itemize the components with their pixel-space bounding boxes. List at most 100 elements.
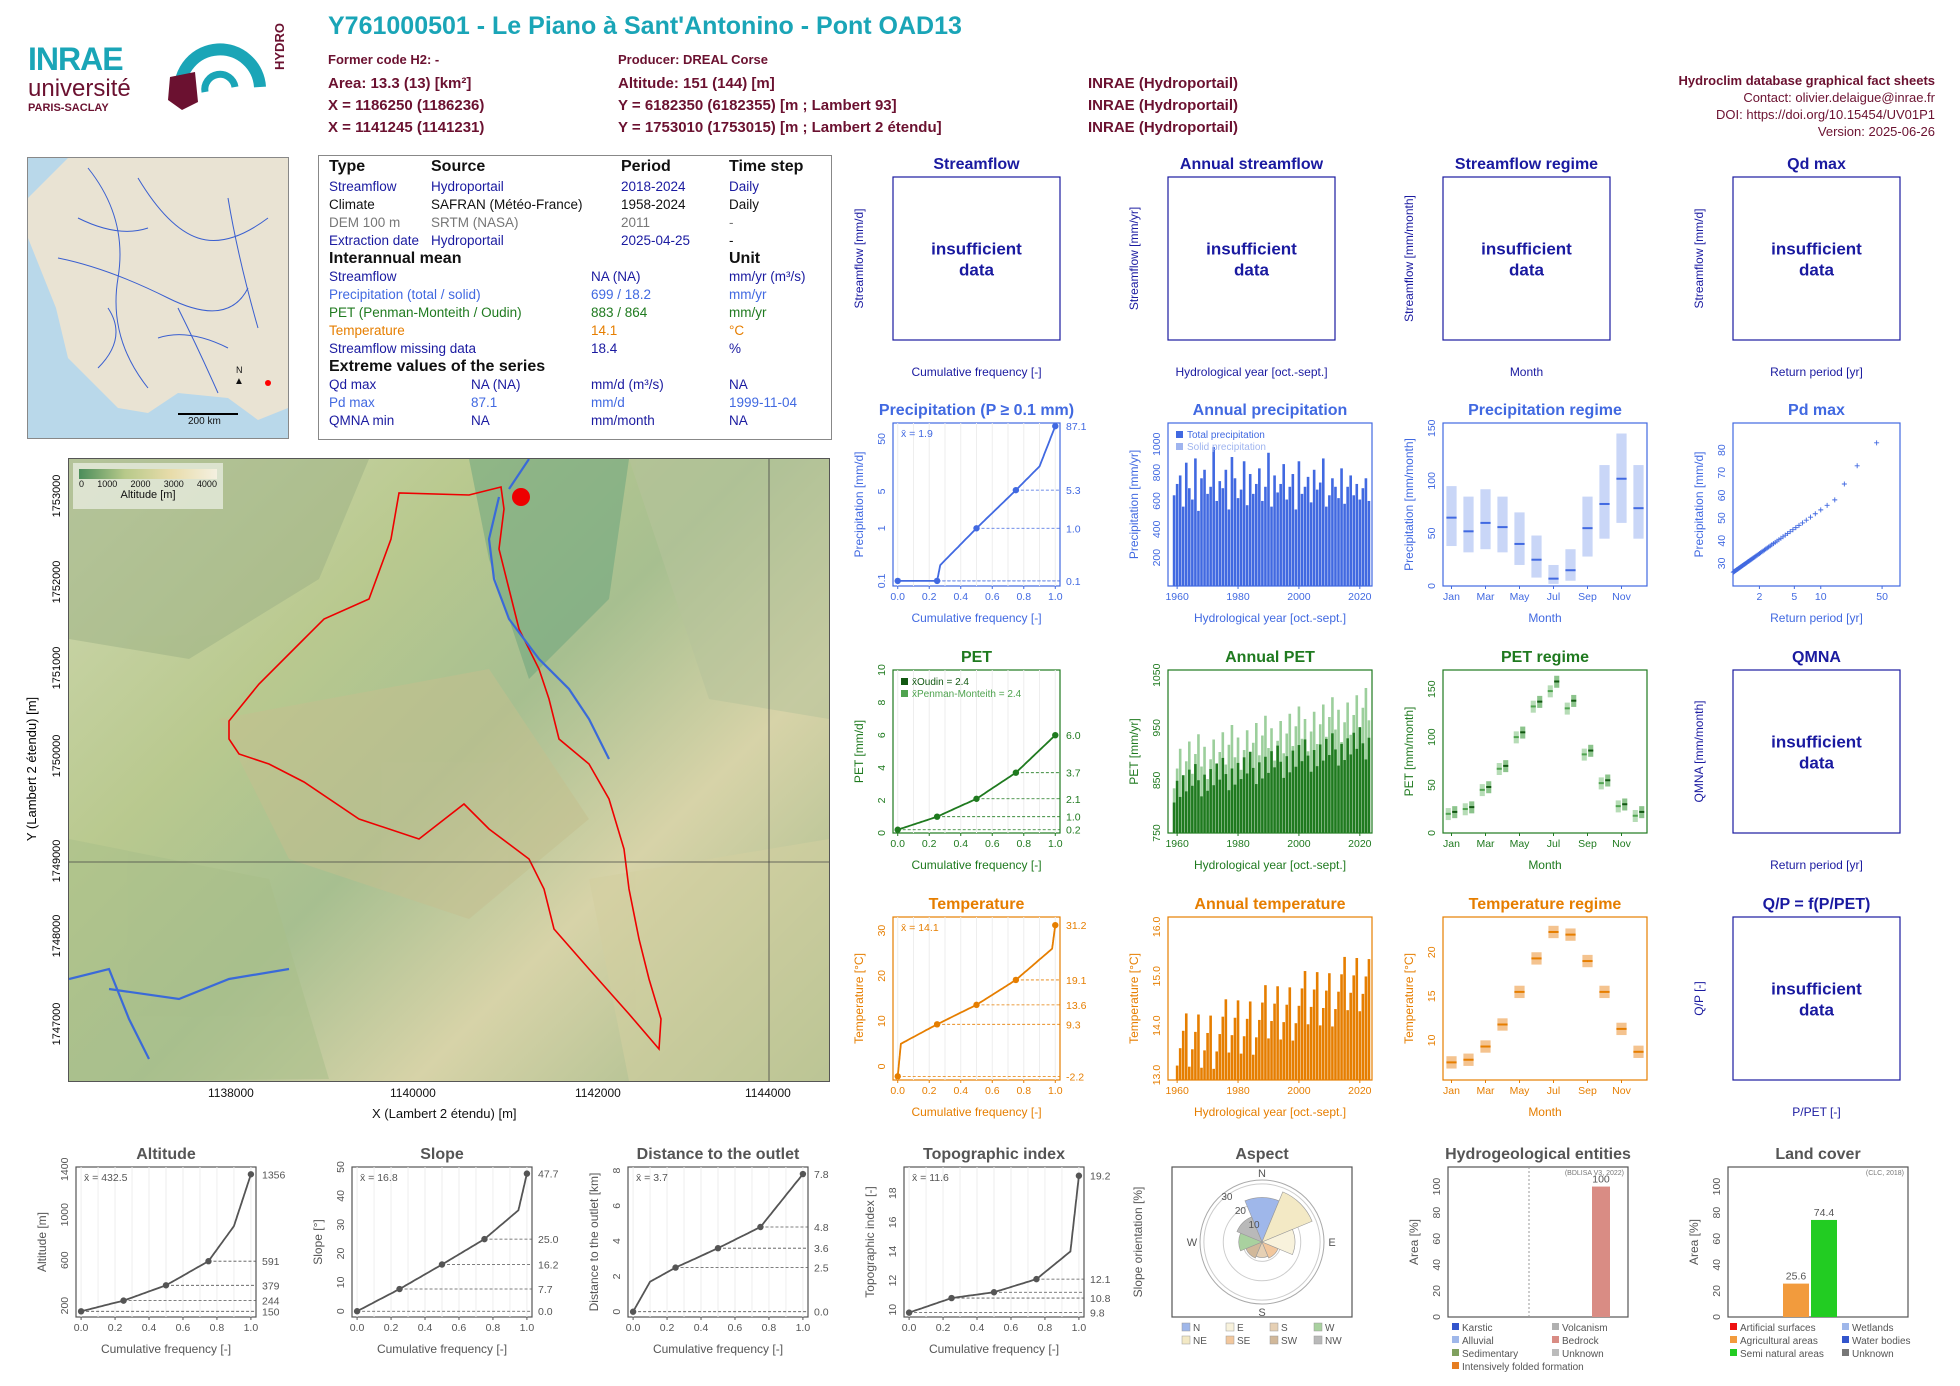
annual-precip-bar-47 [1315,489,1319,586]
qp-ylabel: Q/P [-] [1692,981,1706,1015]
hydrogeology-legend-2: Sedimentary [1462,1349,1518,1360]
aspect-sector-E [1261,1229,1296,1255]
qp-chart: Q/P = f(P/PET) P/PET [-] Q/P [-] insufficie… [1692,896,1901,1119]
contact[interactable]: Contact: olivier.delaigue@inrae.fr [1743,90,1935,105]
distance_cdf-xlabel: Cumulative frequency [-] [653,1342,783,1356]
annual-temp-bar-46 [1312,989,1316,1080]
altitude-colorbar [79,469,217,479]
annual-temp-bar-5 [1188,1066,1191,1080]
land-cover-bar-0 [1783,1283,1809,1317]
aspect-legend-swatch-0 [1181,1322,1191,1332]
annual-temp-bar-38 [1288,987,1292,1080]
pd_max-ytick-0: 30 [1716,557,1728,569]
pet_cdf-marker-3 [1012,769,1020,776]
precip_regime-ytick-0: 0 [1426,583,1438,589]
doi[interactable]: DOI: https://doi.org/10.15454/UV01P1 [1716,107,1935,122]
annual_streamflow-frame [1167,176,1336,341]
precip_cdf-ylabel: Precipitation [mm/d] [852,451,866,557]
precip_regime-ytick-1: 50 [1426,527,1438,539]
annual-pet-oudin-bar-47 [1315,766,1319,833]
topo_cdf-rtick-0: 19.2 [1090,1171,1111,1183]
annual-pet-oudin-bar-58 [1349,754,1352,833]
annual-precip-bar-37 [1285,499,1289,586]
pet_regime-xtick-0: Jan [1443,838,1460,850]
inrae-logo: INRAE université PARIS-SACLAY [28,42,148,122]
row-climate-source: SAFRAN (Météo-France) [431,197,583,212]
mean-precip-label: Precipitation (total / solid) [329,287,481,302]
annual-precip-bar-44 [1306,476,1310,586]
land-cover-legend-0: Artificial surfaces [1740,1323,1816,1334]
precip_regime-xtick-0: Jan [1443,591,1460,603]
alt-tick-1: 1000 [97,479,118,489]
precip_cdf-rtick-3: 0.1 [1066,576,1081,588]
pet-cdf-legend-swatch-1 [901,690,908,697]
pet_cdf-rtick-3: 1.0 [1066,812,1081,824]
topo_cdf-marker-3 [1033,1275,1040,1283]
pet_regime-ytick-1: 50 [1426,779,1438,791]
precip_cdf-marker-4 [1052,422,1059,430]
annual-temp-bar-52 [1331,1026,1334,1080]
france-map-svg [28,158,288,420]
distance_cdf-ytick-4: 8 [611,1167,623,1173]
alt-tick-4: 4000 [196,479,217,489]
hydro-wordmark: HYDRO [272,23,287,70]
basin-map-ytick-0: 1753000 [51,475,63,518]
annual-pet-oudin-bar-29 [1261,778,1264,833]
lambert2-source: INRAE (Hydroportail) [1088,119,1238,136]
annual-precip-bar-22 [1239,489,1243,586]
distance_cdf-marker-0 [629,1308,637,1315]
altitude_cdf-xtick-0: 0.0 [74,1322,89,1334]
precip-regime-box-1 [1463,496,1474,553]
annual-precip-legend-swatch-0 [1176,431,1183,438]
topo_cdf-xtick-4: 0.8 [1038,1322,1053,1334]
mean-precip-unit: mm/yr [729,287,767,302]
aspect-ring-label-1: 20 [1235,1206,1247,1217]
precip_cdf-mean: x̄ = 1.9 [901,428,933,440]
pet_cdf-ylabel: PET [mm/d] [852,720,866,783]
annual-temp-bar-23 [1242,1036,1246,1080]
annual-temp-bar-6 [1191,1049,1194,1080]
topo_cdf-mean: x̄ = 11.6 [912,1172,949,1184]
th-timestep: Time step [729,158,804,175]
precip_cdf-xtick-1: 0.2 [922,591,937,603]
annual-pet-oudin-bar-5 [1188,769,1191,833]
alt-tick-0: 0 [79,479,85,489]
precip-regime-box-0 [1446,486,1457,547]
pet_cdf-xtick-1: 0.2 [922,838,937,850]
slope_cdf-marker-4 [523,1170,531,1177]
streamflow_regime-note-2: data [1509,261,1545,280]
annual-pet-oudin-bar-4 [1184,791,1188,833]
temp_regime-xlabel: Month [1528,1105,1561,1119]
annual-temp-bar-64 [1367,959,1371,1080]
annual-precip-bar-32 [1270,506,1273,586]
qdmax-unit: mm/d (m³/s) [591,377,664,392]
temp_regime-xtick-1: Mar [1476,1085,1495,1097]
temp_cdf-ylabel: Temperature [°C] [852,953,866,1044]
hydrogeology-bar-bedrock [1592,1186,1610,1317]
info-table: Type Source Period Time step Streamflow … [318,155,832,440]
annual-precip-bar-59 [1352,495,1356,586]
annual-pet-oudin-bar-39 [1291,750,1295,833]
river [69,459,610,1060]
annual-precip-bar-40 [1294,509,1298,586]
row-extract-source: Hydroportail [431,233,504,248]
qmna-label: QMNA min [329,413,395,428]
annual-precip-bar-25 [1248,474,1252,586]
topo_cdf-chart: Topographic index Cumulative frequency [-… [863,1146,1111,1356]
annual_precip-xtick-1: 1980 [1226,591,1250,603]
annual-pet-oudin-bar-57 [1346,738,1349,833]
precip_cdf-xtick-4: 0.8 [1016,591,1031,603]
distance_cdf-rtick-0: 7.8 [814,1169,829,1181]
annual-pet-oudin-bar-62 [1361,743,1365,833]
annual-precip-bar-4 [1184,462,1188,586]
pet_cdf-xtick-2: 0.4 [953,838,968,850]
land-cover-legend-swatch-4 [1842,1336,1849,1343]
qmna-chart: QMNA Return period [yr] QMNA [mm/month] ins… [1692,649,1901,872]
annual-temp-bar-24 [1245,1018,1249,1080]
hydrogeology-legend-swatch-4 [1552,1323,1559,1330]
precip_regime-xtick-4: Sep [1578,591,1597,603]
altitude_cdf-ytick-3: 1400 [59,1157,71,1181]
paris-saclay-wordmark: PARIS-SACLAY [28,102,109,114]
slope_cdf-rtick-4: 0.0 [538,1306,553,1318]
